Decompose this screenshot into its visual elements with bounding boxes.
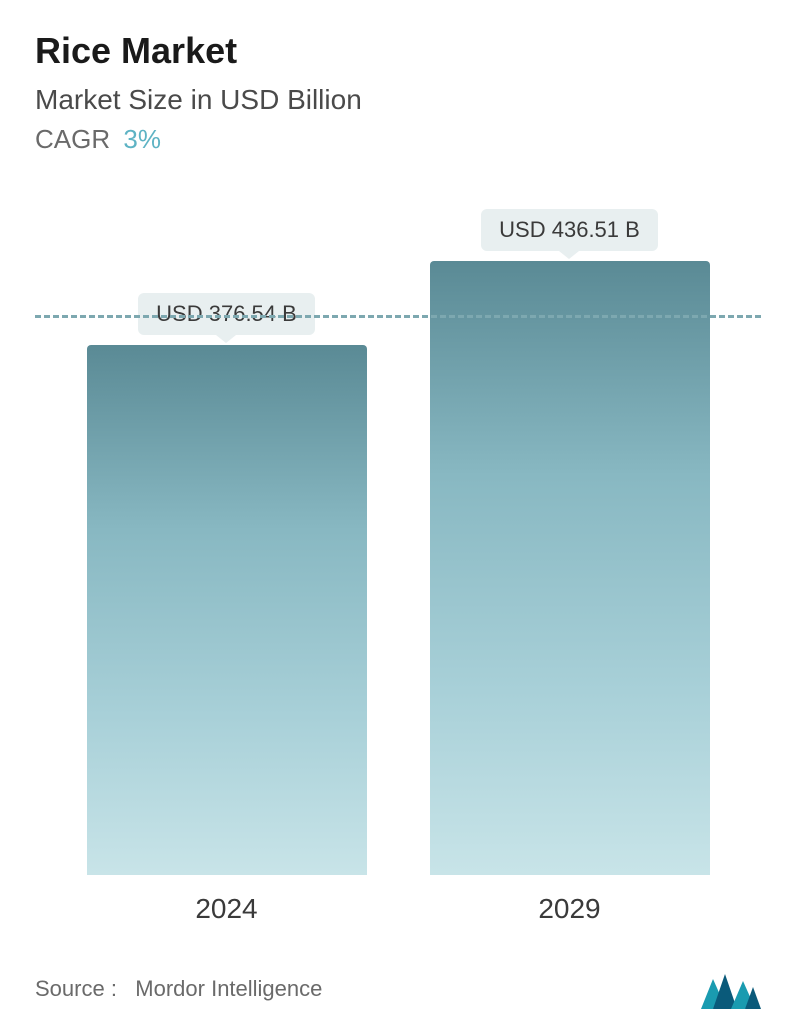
source-label: Source : [35,976,117,1001]
cagr-label: CAGR [35,124,110,154]
cagr-value: 3% [123,124,161,154]
bar-group-2029: USD 436.51 B [430,209,710,875]
source-text: Source : Mordor Intelligence [35,976,322,1002]
bar-label-2024: USD 376.54 B [138,293,315,335]
reference-dashed-line [35,315,761,318]
bar-group-2024: USD 376.54 B [87,293,367,875]
mordor-logo-icon [701,969,761,1009]
chart-area: USD 376.54 B USD 436.51 B 2024 2029 [35,205,761,925]
x-label-2024: 2024 [87,893,367,925]
x-axis-labels: 2024 2029 [35,893,761,925]
x-label-2029: 2029 [430,893,710,925]
chart-title: Rice Market [35,30,761,72]
chart-subtitle: Market Size in USD Billion [35,84,761,116]
source-name: Mordor Intelligence [135,976,322,1001]
bars-container: USD 376.54 B USD 436.51 B [35,235,761,875]
bar-2024 [87,345,367,875]
footer: Source : Mordor Intelligence [35,969,761,1009]
cagr-line: CAGR 3% [35,124,761,155]
bar-label-2029: USD 436.51 B [481,209,658,251]
bar-2029 [430,261,710,875]
